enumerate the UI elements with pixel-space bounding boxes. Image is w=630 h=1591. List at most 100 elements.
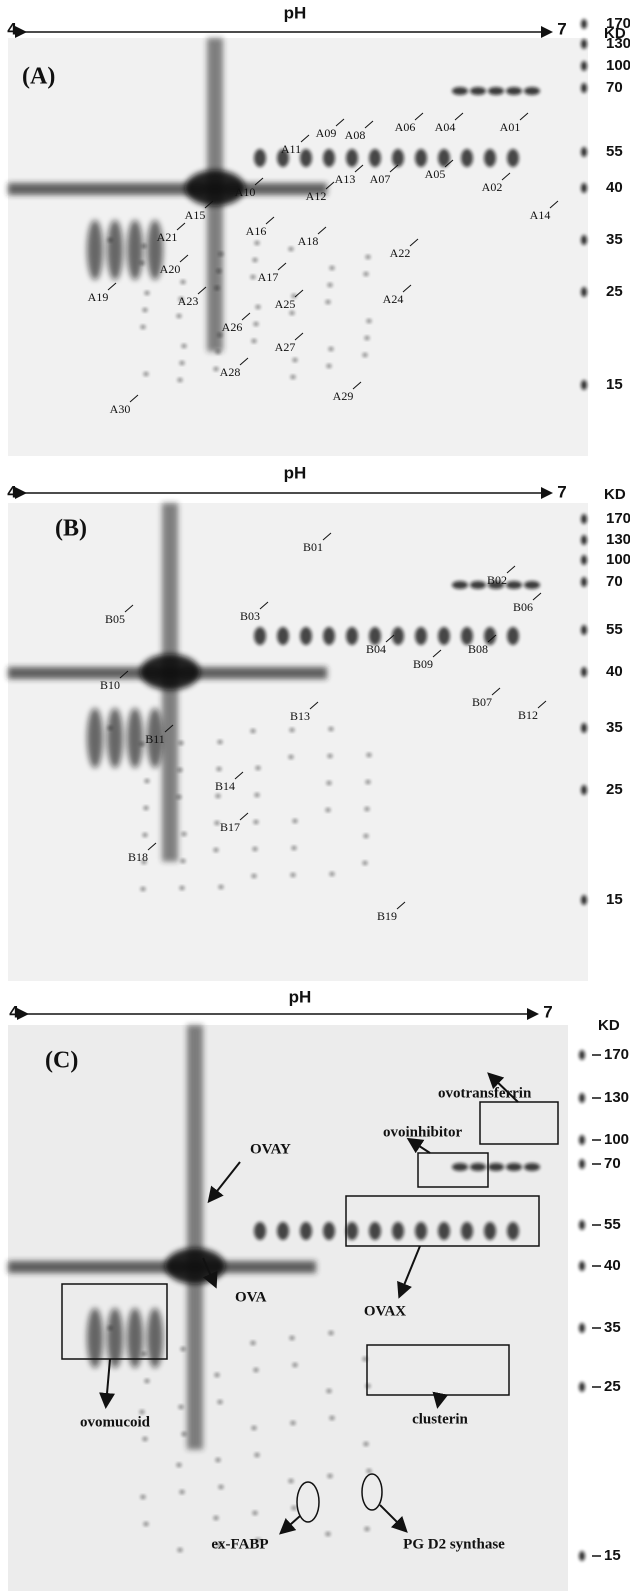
gel-spot (252, 1511, 258, 1515)
spot-label: A13 (335, 172, 356, 186)
gel-spot (213, 848, 219, 852)
ph-start: 4 (9, 1002, 19, 1021)
gel-spot (180, 859, 186, 863)
mw-marker: 100 (604, 1131, 629, 1148)
spot-label: B05 (105, 612, 125, 626)
gel-spot (140, 1495, 146, 1499)
mw-marker: 130 (606, 531, 630, 548)
mw-marker: 70 (606, 79, 623, 96)
gel-spot (255, 1538, 261, 1542)
gel-spot (180, 280, 186, 284)
gel-spot (252, 258, 258, 262)
gel-spot (365, 780, 371, 784)
ph-title: pH (289, 987, 312, 1006)
gel-spot (364, 807, 370, 811)
annotation-box (61, 1283, 168, 1360)
gel-spot (253, 1368, 259, 1372)
gel-spot (142, 833, 148, 837)
gel-spot (143, 1522, 149, 1526)
annotation-arrow (99, 1358, 116, 1409)
gel-spot (362, 353, 368, 357)
spot-label: B09 (413, 657, 433, 671)
gel-spot (581, 83, 587, 93)
spot-label: B03 (240, 609, 260, 623)
gel-streak (187, 1025, 203, 1450)
annotation-box (479, 1101, 559, 1145)
gel-streak (8, 1261, 316, 1273)
spot-label: B07 (472, 695, 492, 709)
ph-end: 7 (543, 1002, 552, 1021)
gel-spot (581, 667, 587, 677)
gel-spot (213, 1516, 219, 1520)
ph-title: pH (284, 3, 307, 22)
spot-label: A02 (482, 180, 503, 194)
gel-spot (290, 1421, 296, 1425)
spot-pointer (234, 771, 244, 780)
spot-pointer (277, 262, 287, 271)
gel-spot (488, 87, 504, 95)
gel-spot (300, 627, 312, 645)
mw-marker: 40 (606, 179, 623, 196)
gel-spot (289, 311, 295, 315)
spot-label: A24 (383, 292, 404, 306)
spot-pointer (147, 842, 157, 851)
spot-pointer (432, 649, 442, 658)
gel-spot (438, 1222, 450, 1240)
gel-spot (488, 1163, 504, 1171)
gel-spot (581, 577, 587, 587)
gel-spot (392, 627, 404, 645)
spot-pointer (107, 282, 117, 291)
gel-spot (461, 1222, 473, 1240)
gel-spot (254, 149, 266, 167)
gel-spot (581, 895, 587, 905)
gel-spot (581, 785, 587, 795)
mw-marker: 170 (606, 15, 630, 32)
spot-pointer (549, 200, 559, 209)
gel-spot (392, 149, 404, 167)
gel-spot (507, 149, 519, 167)
gel-spot (214, 821, 220, 825)
gel-spot (251, 1426, 257, 1430)
gel-spot (214, 1373, 220, 1377)
gel-spot (127, 220, 143, 280)
spot-label: A01 (500, 120, 521, 134)
mw-marker: 70 (606, 573, 623, 590)
gel-spot (366, 753, 372, 757)
gel-spot (253, 820, 259, 824)
spot-label: B11 (145, 732, 165, 746)
gel-spot (300, 149, 312, 167)
gel (8, 1025, 568, 1591)
spot-label: A06 (395, 120, 416, 134)
gel-spot (290, 873, 296, 877)
gel-spot (364, 336, 370, 340)
gel-spot (346, 1222, 358, 1240)
gel-spot (165, 1248, 225, 1284)
gel-spot (470, 581, 486, 589)
gel-spot (255, 766, 261, 770)
gel-spot (415, 149, 427, 167)
spot-pointer (385, 634, 395, 643)
spot-label: A21 (157, 230, 178, 244)
gel-spot (141, 860, 147, 864)
gel-spot (366, 1469, 372, 1473)
spot-pointer (241, 312, 251, 321)
gel-spot (365, 255, 371, 259)
gel-spot (254, 1453, 260, 1457)
spot-label: B08 (468, 642, 488, 656)
gel-spot (581, 235, 587, 245)
annotation-arrow (202, 1257, 218, 1289)
gel-spot (579, 1382, 585, 1392)
gel-spot (484, 149, 496, 167)
gel-spot (329, 266, 335, 270)
gel-spot (579, 1220, 585, 1230)
gel-spot (581, 514, 587, 524)
gel-spot (181, 832, 187, 836)
protein-label: OVA (235, 1289, 267, 1305)
panel-label: (A) (22, 64, 55, 90)
gel-spot (142, 1437, 148, 1441)
spot-pointer (294, 289, 304, 298)
gel-spot (147, 708, 163, 768)
gel-spot (290, 375, 296, 379)
gel-spot (323, 1222, 335, 1240)
gel-spot (141, 1352, 147, 1356)
